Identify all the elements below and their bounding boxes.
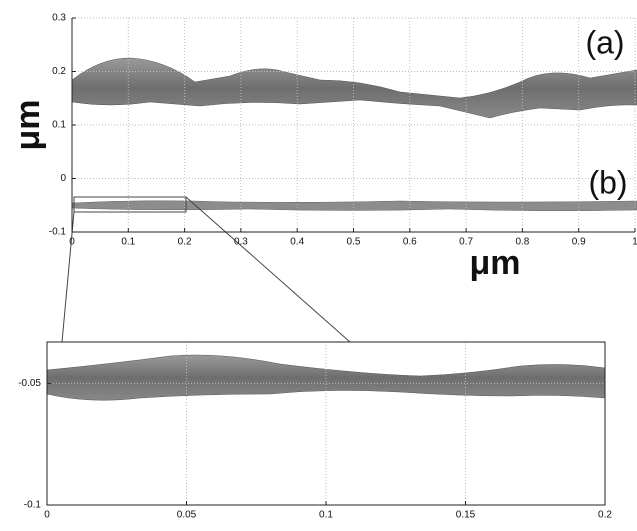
x-tick-label: 0.1 (319, 510, 333, 521)
x-axis-label: μm (469, 244, 520, 282)
surface-a (71, 57, 637, 119)
y-tick-label: -0.1 (49, 227, 67, 238)
y-tick-label: -0.05 (18, 378, 41, 389)
x-tick-label: 0.7 (459, 237, 473, 248)
x-tick-label: 0 (44, 510, 50, 521)
y-tick-label: 0 (60, 173, 66, 184)
x-tick-label: 1 (632, 237, 637, 248)
x-tick-label: 0.4 (290, 237, 304, 248)
x-tick-label: 0 (69, 237, 75, 248)
zoom-connector (61, 211, 75, 343)
zoom-connector (185, 196, 351, 343)
plot-frame (46, 341, 606, 506)
x-tick-label: 0.5 (347, 237, 361, 248)
panel-label: (a) (585, 24, 624, 60)
y-tick-label: 0.3 (52, 13, 66, 24)
y-tick-label: 0.2 (52, 66, 66, 77)
x-tick-label: 0.9 (572, 237, 586, 248)
x-tick-label: 0.15 (456, 510, 476, 521)
surface-b (71, 200, 637, 212)
x-tick-label: 0.6 (403, 237, 417, 248)
x-tick-label: 0.2 (598, 510, 612, 521)
panel-label: (b) (588, 164, 627, 200)
x-tick-label: 0.05 (177, 510, 197, 521)
axes (71, 18, 635, 233)
y-tick-label: -0.1 (24, 500, 42, 511)
x-tick-label: 0.8 (515, 237, 529, 248)
y-tick-label: 0.1 (52, 120, 66, 131)
zoom-box (73, 196, 187, 213)
x-tick-label: 0.3 (234, 237, 248, 248)
x-tick-label: 0.1 (121, 237, 135, 248)
y-axis-label: μm (9, 99, 47, 150)
x-tick-label: 0.2 (178, 237, 192, 248)
